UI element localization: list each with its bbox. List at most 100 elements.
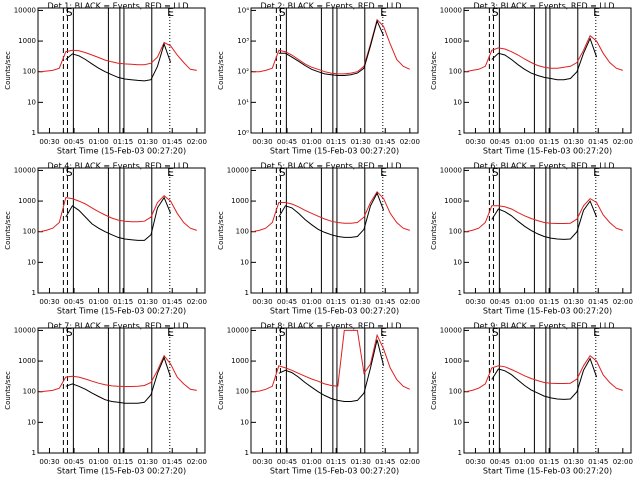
y-tick-label: 100 <box>236 228 249 236</box>
panel: 1 10 100 1000 10000 00:30 00:45 01:00 01:15 01:30… <box>217 322 420 476</box>
y-tick-label: 1 <box>32 449 36 457</box>
x-tick-label: 01:30 <box>351 458 371 466</box>
x-tick-label: 01:45 <box>588 138 608 146</box>
annotation: E <box>167 326 174 339</box>
series-line <box>252 18 411 75</box>
x-tick-label: 01:30 <box>351 298 371 306</box>
annotation: S <box>492 6 499 19</box>
x-tick-label: 00:30 <box>465 138 485 146</box>
annotation: S <box>66 166 73 179</box>
panel: 1 10 100 1000 10000 00:30 00:45 01:00 01:15 01:30… <box>4 162 207 316</box>
y-tick-label: 1000 <box>18 37 36 45</box>
plot-frame <box>463 327 632 454</box>
y-axis-label: Counts/sec <box>430 371 438 410</box>
x-tick-label: 01:45 <box>162 458 182 466</box>
x-tick-label: 00:45 <box>490 138 510 146</box>
plot-frame <box>37 7 206 134</box>
y-tick-label: 1 <box>245 289 249 297</box>
x-tick-label: 01:45 <box>375 298 395 306</box>
y-tick-label: 1000 <box>444 37 462 45</box>
annotation: S <box>279 166 286 179</box>
x-tick-label: 01:15 <box>326 458 346 466</box>
y-axis-label: Counts/sec <box>217 371 225 410</box>
x-axis-label: Start Time (15-Feb-03 00:27:20) <box>57 307 186 316</box>
plot-frame <box>250 167 419 294</box>
x-tick-label: 01:45 <box>162 138 182 146</box>
x-tick-label: 01:15 <box>539 458 559 466</box>
y-axis-label: Counts/sec <box>4 211 12 250</box>
y-tick-label: 10¹ <box>237 98 249 106</box>
plot-frame <box>250 7 419 134</box>
x-axis-label: Start Time (15-Feb-03 00:27:20) <box>270 467 399 476</box>
x-tick-label: 00:30 <box>39 298 59 306</box>
y-axis-label: Counts/sec <box>217 51 225 90</box>
chart-title: Det 2: BLACK = Events, RED = LLD <box>261 2 402 11</box>
x-axis-label: Start Time (15-Feb-03 00:27:20) <box>57 147 186 156</box>
y-tick-label: 10000 <box>227 326 249 334</box>
x-tick-label: 00:45 <box>490 298 510 306</box>
x-tick-label: 01:45 <box>588 458 608 466</box>
series-line <box>491 357 598 400</box>
y-tick-label: 10 <box>27 98 36 106</box>
annotation: S <box>66 6 73 19</box>
x-tick-label: 01:15 <box>539 138 559 146</box>
series-line <box>278 339 385 402</box>
x-tick-label: 01:00 <box>301 298 321 306</box>
y-axis-label: Counts/sec <box>4 371 12 410</box>
annotation: E <box>167 6 174 19</box>
x-tick-label: 01:15 <box>539 298 559 306</box>
x-tick-label: 00:45 <box>277 458 297 466</box>
series-line <box>465 197 623 233</box>
y-tick-label: 10 <box>240 258 249 266</box>
series-line <box>278 191 385 238</box>
x-tick-label: 01:45 <box>375 138 395 146</box>
x-axis-label: Start Time (15-Feb-03 00:27:20) <box>57 467 186 476</box>
panel: 1 10 100 1000 10000 00:30 00:45 01:00 01:15 01:30… <box>217 162 420 316</box>
x-axis-label: Start Time (15-Feb-03 00:27:20) <box>483 147 612 156</box>
y-tick-label: 10 <box>27 418 36 426</box>
y-tick-label: 100 <box>236 388 249 396</box>
x-tick-label: 00:45 <box>64 298 84 306</box>
series-line <box>39 41 197 73</box>
y-tick-label: 100 <box>23 68 36 76</box>
panel: 1 10 100 1000 10000 00:30 00:45 01:00 01:15 01:30… <box>4 2 207 156</box>
x-tick-label: 00:30 <box>252 298 272 306</box>
chart-title: Det 3: BLACK = Events, RED = LLD <box>474 2 615 11</box>
x-tick-label: 00:45 <box>277 298 297 306</box>
x-tick-label: 01:45 <box>162 298 182 306</box>
annotation: S <box>66 326 73 339</box>
x-tick-label: 00:30 <box>252 458 272 466</box>
y-tick-label: 10⁰ <box>237 129 249 137</box>
x-tick-label: 01:15 <box>113 458 133 466</box>
y-tick-label: 1000 <box>18 197 36 205</box>
x-tick-label: 01:30 <box>564 298 584 306</box>
series-line <box>491 200 598 240</box>
chart-title: Det 9: BLACK = Events, RED = LLD <box>474 322 615 331</box>
x-tick-label: 02:00 <box>400 458 420 466</box>
y-tick-label: 10000 <box>14 6 36 14</box>
x-tick-label: 00:45 <box>64 458 84 466</box>
y-tick-label: 1000 <box>231 357 249 365</box>
y-axis-label: Counts/sec <box>4 51 12 90</box>
y-tick-label: 10⁴ <box>237 6 249 14</box>
y-tick-label: 100 <box>449 228 462 236</box>
x-tick-label: 02:00 <box>613 458 633 466</box>
x-tick-label: 02:00 <box>400 298 420 306</box>
y-axis-label: Counts/sec <box>430 51 438 90</box>
series-line <box>65 42 172 82</box>
x-tick-label: 00:30 <box>465 298 485 306</box>
x-tick-label: 01:15 <box>113 298 133 306</box>
y-tick-label: 10000 <box>440 326 462 334</box>
y-tick-label: 100 <box>449 68 462 76</box>
annotation: E <box>167 166 174 179</box>
y-tick-label: 10000 <box>227 166 249 174</box>
series-line <box>252 190 410 233</box>
y-tick-label: 10 <box>453 258 462 266</box>
x-tick-label: 00:45 <box>277 138 297 146</box>
chart-title: Det 5: BLACK = Events, RED = LLD <box>261 162 402 171</box>
y-tick-label: 10³ <box>237 37 249 45</box>
series-line <box>465 354 623 393</box>
y-tick-label: 10 <box>240 418 249 426</box>
